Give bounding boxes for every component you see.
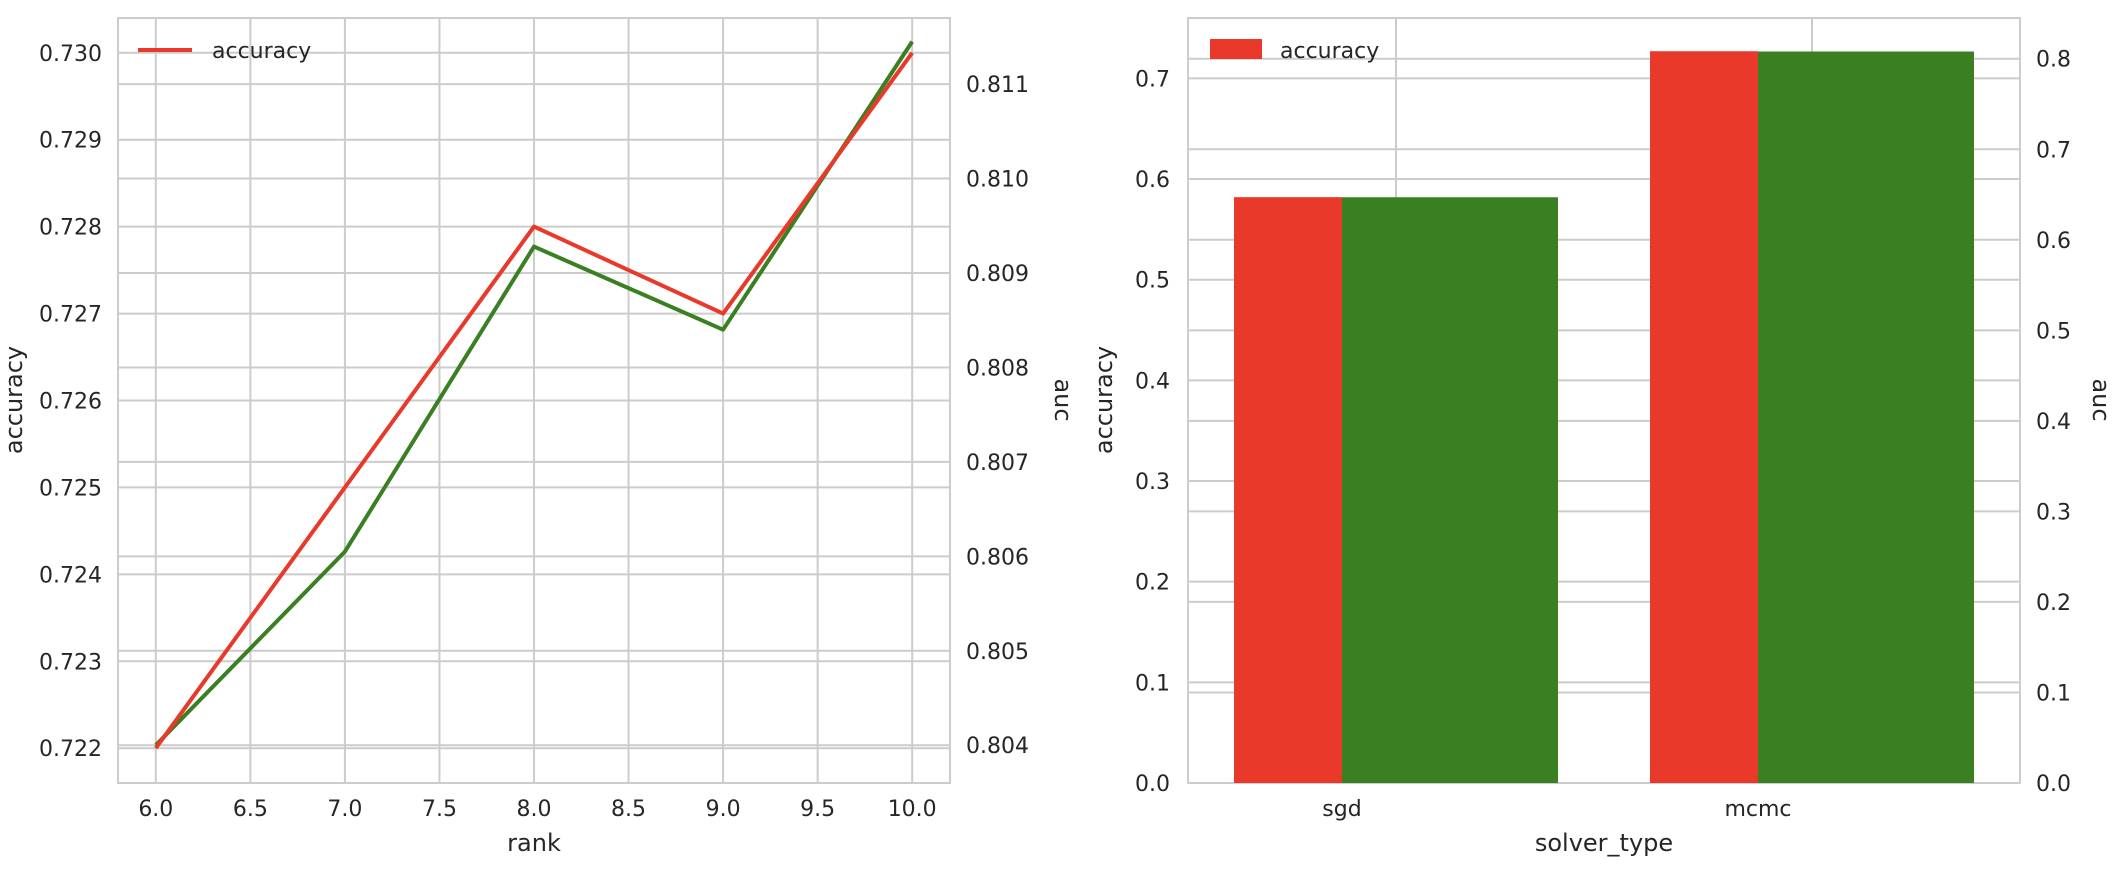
chart2-right-tick-labels: 0.0 0.1 0.2 0.3 0.4 0.5 0.6 0.7 0.8 <box>2036 48 2071 797</box>
chart1-left-axis-label: accuracy <box>0 346 28 454</box>
chart2-x-tick-labels: sgd mcmc <box>1322 797 1791 822</box>
chart2-bar-accuracy-sgd <box>1234 197 1342 784</box>
chart1-left-tick-labels: 0.722 0.723 0.724 0.725 0.726 0.727 0.728 0.729… <box>39 42 102 762</box>
chart1-right-tick-label: 0.811 <box>966 73 1029 98</box>
chart1-x-tick-label: 6.0 <box>138 797 173 822</box>
chart2-left-tick-label: 0.5 <box>1135 269 1170 294</box>
chart2-x-tick-label: mcmc <box>1724 797 1791 822</box>
chart1-right-tick-label: 0.805 <box>966 640 1029 665</box>
chart1-left-tick-label: 0.725 <box>39 476 102 501</box>
chart1-left-tick-label: 0.727 <box>39 303 102 328</box>
chart1-right-axis-label: auc <box>1049 378 1077 421</box>
rank-line-chart: 6.0 6.5 7.0 7.5 8.0 8.5 9.0 9.5 10.0 0.7220.7230… <box>0 17 1077 857</box>
chart1-x-tick-label: 7.5 <box>422 797 457 822</box>
chart1-right-tick-label: 0.806 <box>966 545 1029 570</box>
chart2-right-tick-label: 0.2 <box>2036 591 2071 616</box>
chart2-left-tick-label: 0.1 <box>1135 671 1170 696</box>
chart2-left-tick-label: 0.0 <box>1135 772 1170 797</box>
chart1-x-tick-label: 6.5 <box>233 797 268 822</box>
chart2-bar-accuracy-mcmc <box>1650 51 1758 784</box>
chart1-left-tick-label: 0.728 <box>39 216 102 241</box>
chart2-right-tick-label: 0.7 <box>2036 138 2071 163</box>
chart1-series-line-auc <box>154 40 914 747</box>
chart1-lines <box>154 40 914 750</box>
chart1-x-tick-label: 8.5 <box>611 797 646 822</box>
chart1-right-tick-labels: 0.804 0.805 0.806 0.807 0.808 0.809 0.810 0.811 <box>966 73 1029 759</box>
chart2-right-tick-label: 0.3 <box>2036 500 2071 525</box>
chart2-right-tick-label: 0.8 <box>2036 48 2071 73</box>
chart1-x-tick-label: 9.5 <box>800 797 835 822</box>
chart1-series-line-accuracy <box>154 51 914 750</box>
chart1-left-tick-label: 0.722 <box>39 737 102 762</box>
chart1-x-tick-label: 8.0 <box>517 797 552 822</box>
chart2-right-tick-label: 0.4 <box>2036 410 2071 435</box>
chart2-legend-swatch-accuracy <box>1210 39 1262 59</box>
chart2-right-tick-label: 0.1 <box>2036 681 2071 706</box>
chart2-right-tick-label: 0.0 <box>2036 772 2071 797</box>
chart1-right-tick-label: 0.808 <box>966 356 1029 381</box>
chart1-right-tick-label: 0.807 <box>966 451 1029 476</box>
chart1-x-tick-label: 10.0 <box>888 797 937 822</box>
chart2-legend-label-accuracy: accuracy <box>1280 39 1379 64</box>
chart2-bar-auc-mcmc <box>1758 51 1974 783</box>
chart1-right-tick-label: 0.810 <box>966 168 1029 193</box>
chart1-left-tick-label: 0.730 <box>39 42 102 67</box>
chart2-left-tick-label: 0.6 <box>1135 168 1170 193</box>
chart1-x-tick-label: 7.0 <box>327 797 362 822</box>
chart2-left-tick-labels: 0.0 0.1 0.2 0.3 0.4 0.5 0.6 0.7 <box>1135 67 1170 797</box>
chart2-left-axis-label: accuracy <box>1090 346 1118 454</box>
chart1-x-tick-labels: 6.0 6.5 7.0 7.5 8.0 8.5 9.0 9.5 10.0 <box>138 797 936 822</box>
chart2-bar-auc-sgd <box>1342 197 1558 783</box>
chart2-left-tick-label: 0.2 <box>1135 571 1170 596</box>
chart1-left-tick-label: 0.729 <box>39 129 102 154</box>
chart2-right-tick-label: 0.5 <box>2036 319 2071 344</box>
chart1-legend: accuracy <box>138 39 311 64</box>
chart2-right-axis-label: auc <box>2087 378 2115 421</box>
chart2-left-tick-label: 0.3 <box>1135 470 1170 495</box>
chart2-right-tick-label: 0.6 <box>2036 229 2071 254</box>
chart1-left-tick-label: 0.726 <box>39 390 102 415</box>
chart2-left-tick-label: 0.4 <box>1135 369 1170 394</box>
chart1-x-axis-label: rank <box>507 829 561 857</box>
chart1-left-tick-label: 0.724 <box>39 563 102 588</box>
chart1-x-tick-label: 9.0 <box>706 797 741 822</box>
chart1-right-tick-label: 0.804 <box>966 734 1029 759</box>
chart2-bars <box>1234 51 1974 784</box>
chart2-left-tick-label: 0.7 <box>1135 67 1170 92</box>
chart1-legend-label-accuracy: accuracy <box>212 39 311 64</box>
chart1-gridlines <box>118 18 950 783</box>
chart2-x-axis-label: solver_type <box>1535 829 1673 857</box>
chart2-x-tick-label: sgd <box>1322 797 1361 822</box>
chart1-right-tick-label: 0.809 <box>966 262 1029 287</box>
chart2-legend: accuracy <box>1210 39 1379 64</box>
chart1-left-tick-label: 0.723 <box>39 650 102 675</box>
solver-bar-chart: sgd mcmc 0.00.10.20.30.40.50.60.7 0.00.10… <box>1090 17 2115 857</box>
